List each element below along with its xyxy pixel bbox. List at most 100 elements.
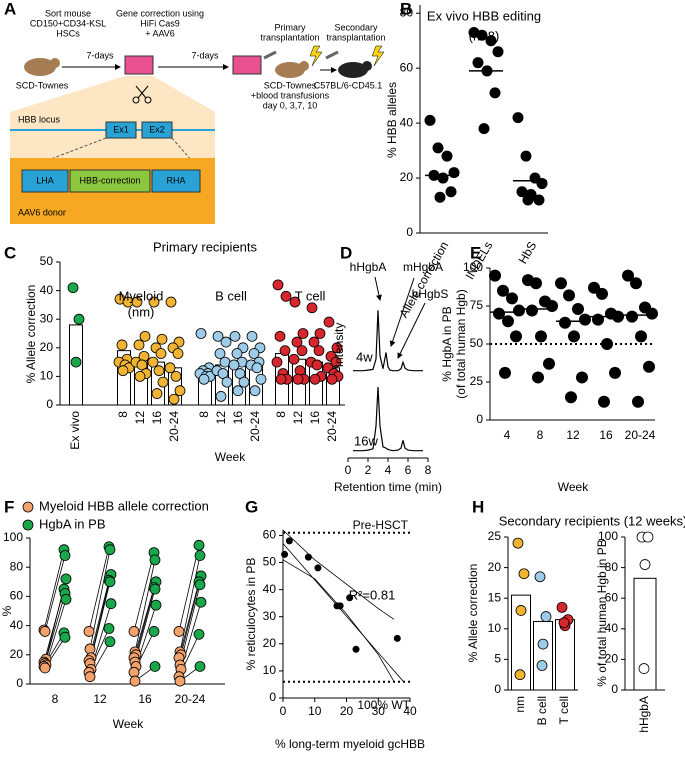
data-point bbox=[271, 356, 283, 368]
data-point bbox=[304, 553, 312, 561]
diagram-label: transplantation bbox=[326, 32, 385, 42]
data-point bbox=[596, 287, 608, 300]
mouse bbox=[338, 62, 368, 78]
data-point bbox=[220, 336, 232, 348]
y-axis-label: % bbox=[0, 605, 14, 616]
x-tick-label: 8 bbox=[425, 463, 432, 477]
y-tick-label: 20 bbox=[40, 340, 54, 354]
diagram-label: Primary bbox=[275, 22, 306, 32]
data-point bbox=[289, 296, 301, 308]
dish bbox=[124, 55, 154, 75]
pair-line bbox=[133, 552, 155, 632]
diagram-label: C57BL/6-CD45.1 bbox=[314, 80, 383, 90]
y-tick-label: 100 bbox=[598, 529, 618, 543]
bar bbox=[533, 620, 553, 691]
y-tick-label: 80 bbox=[400, 5, 414, 19]
diagram-label: Ex2 bbox=[149, 124, 165, 134]
data-point bbox=[535, 330, 547, 343]
group-label: T cell bbox=[295, 288, 326, 303]
diagram-label: Secondary bbox=[334, 22, 378, 32]
data-point bbox=[311, 359, 323, 371]
x-tick-label: 8 bbox=[116, 411, 130, 418]
x-tick-label: 0 bbox=[345, 463, 352, 477]
y-tick-label: 10 bbox=[263, 663, 277, 677]
dish bbox=[232, 55, 262, 75]
y-tick-label: 15 bbox=[488, 590, 502, 604]
data-point bbox=[139, 330, 151, 342]
diagram-label: Sort mouse bbox=[45, 8, 91, 18]
x-tick-label: 12 bbox=[291, 411, 305, 425]
diagram-label: day 0, 3,7, 10 bbox=[263, 100, 318, 110]
data-point bbox=[103, 623, 115, 634]
data-point bbox=[296, 345, 308, 357]
data-point bbox=[336, 602, 344, 610]
data-point bbox=[173, 626, 185, 637]
data-point bbox=[214, 348, 226, 359]
data-point bbox=[506, 292, 518, 305]
x-tick-label: 12 bbox=[93, 692, 107, 706]
group-label: (nm) bbox=[128, 304, 155, 319]
data-point bbox=[533, 194, 545, 206]
x-tick-label: Ex vivo bbox=[68, 411, 82, 450]
data-point bbox=[445, 186, 457, 198]
data-point bbox=[193, 539, 205, 551]
y-tick-label: 40 bbox=[10, 618, 24, 632]
x-tick-label: 16 bbox=[231, 411, 245, 425]
data-point bbox=[274, 330, 286, 342]
panel-label: A bbox=[4, 0, 16, 18]
y-axis-label: Intensity bbox=[332, 323, 346, 368]
y-tick-label: 20 bbox=[263, 636, 277, 650]
y-axis-label: % of total human Hgb in PB bbox=[595, 539, 609, 686]
mouse bbox=[50, 58, 60, 68]
data-point bbox=[510, 330, 522, 343]
group-label: Myeloid bbox=[119, 288, 164, 303]
pair-line bbox=[88, 546, 110, 632]
pair-line bbox=[178, 581, 200, 658]
y-tick-label: 0 bbox=[611, 682, 618, 696]
x-tick-label: 8 bbox=[197, 411, 211, 418]
data-point bbox=[309, 373, 321, 385]
y-tick-label: 10 bbox=[488, 621, 502, 635]
y-tick-label: 0 bbox=[269, 690, 276, 704]
data-point bbox=[246, 330, 258, 342]
data-point bbox=[193, 628, 205, 640]
data-point bbox=[39, 626, 51, 637]
data-point bbox=[229, 330, 241, 342]
data-point bbox=[251, 362, 263, 374]
y-tick-label: 0 bbox=[406, 225, 413, 239]
data-point bbox=[432, 142, 444, 154]
y-tick-label: 0 bbox=[46, 397, 53, 411]
data-point bbox=[314, 564, 322, 572]
data-point bbox=[516, 186, 528, 198]
data-point bbox=[630, 277, 642, 290]
data-point bbox=[59, 631, 71, 643]
x-tick-label: 20-24 bbox=[248, 411, 262, 442]
y-tick-label: 75 bbox=[470, 298, 484, 312]
diagram-label: + AAV6 bbox=[145, 28, 175, 38]
y-tick-label: 25 bbox=[488, 529, 502, 543]
legend-marker bbox=[22, 501, 34, 513]
data-point bbox=[232, 385, 244, 397]
y-tick-label: 40 bbox=[263, 582, 277, 596]
x-tick-label: 4 bbox=[504, 428, 511, 442]
data-point bbox=[174, 385, 186, 397]
data-point bbox=[526, 304, 538, 317]
x-tick-label: 10 bbox=[308, 704, 322, 718]
data-point bbox=[215, 391, 227, 402]
data-point bbox=[288, 353, 300, 365]
pair-line bbox=[90, 574, 112, 658]
y-tick-label: 20 bbox=[10, 647, 24, 661]
diagram-label: RHA bbox=[166, 175, 185, 185]
arrow bbox=[374, 276, 382, 301]
data-point bbox=[148, 626, 160, 637]
data-point bbox=[129, 675, 141, 687]
data-point bbox=[39, 662, 51, 674]
x-tick-label: 20-24 bbox=[175, 692, 206, 706]
zoom-region bbox=[10, 76, 215, 112]
y-tick-label: 25 bbox=[470, 374, 484, 388]
x-tick-label: 8 bbox=[52, 692, 59, 706]
diagram-label: 7-days bbox=[191, 50, 219, 60]
x-tick-label: 8 bbox=[274, 411, 288, 418]
data-point bbox=[437, 172, 449, 184]
